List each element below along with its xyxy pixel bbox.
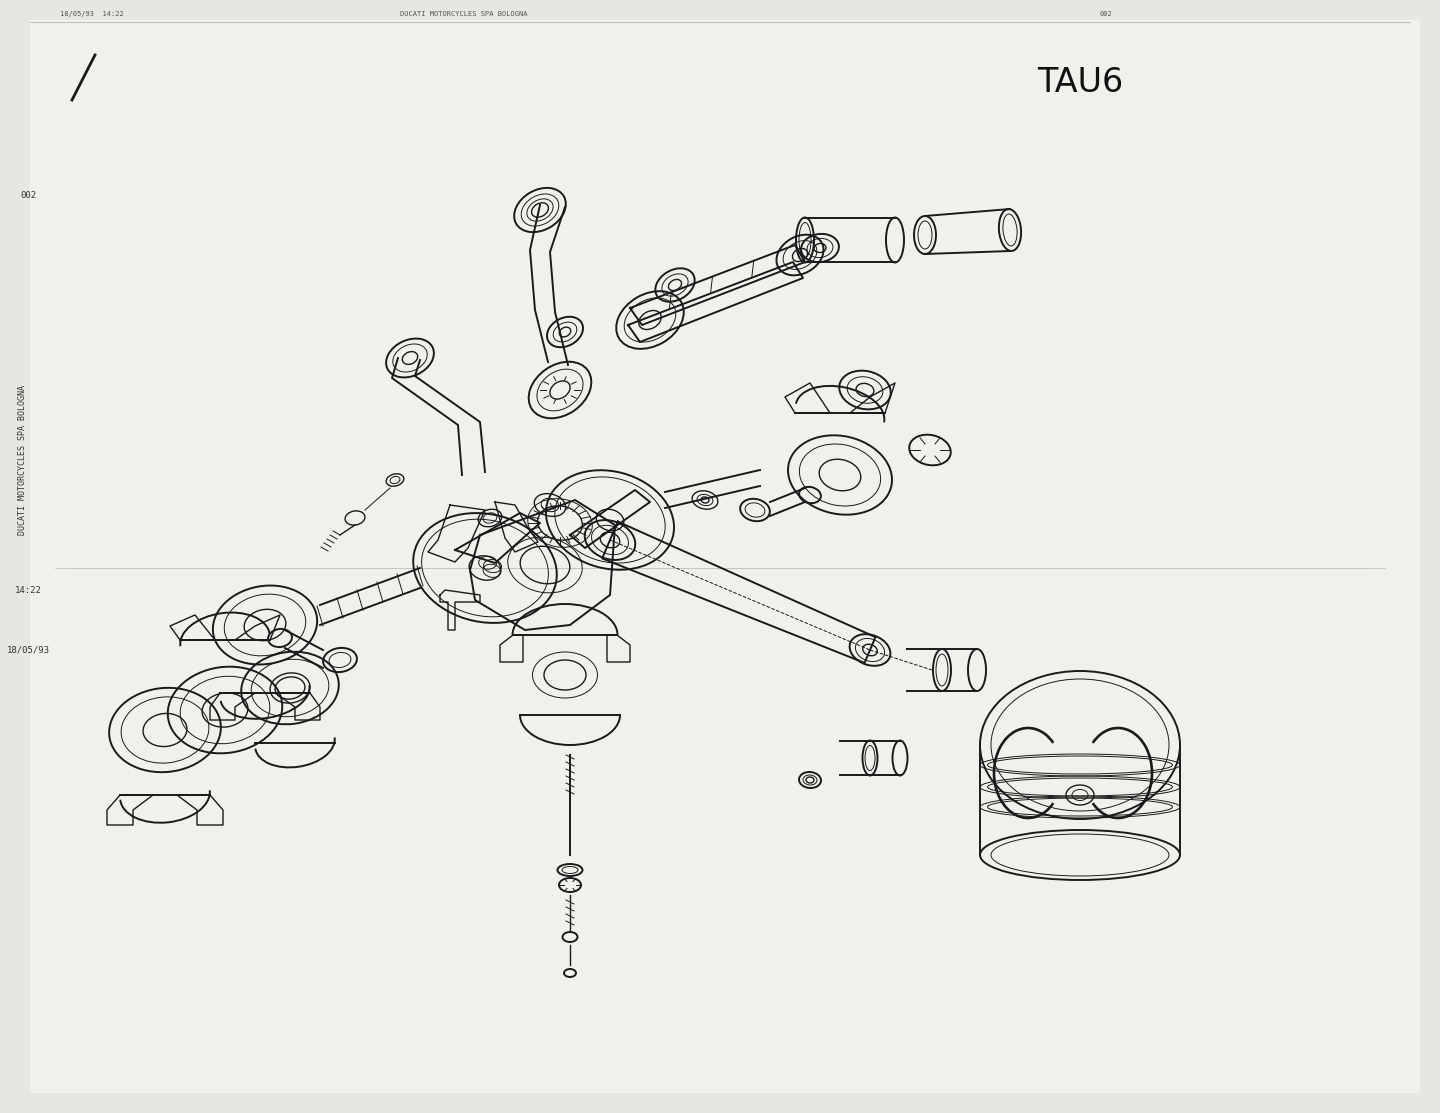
Text: DUCATI MOTORCYCLES SPA BOLOGNA: DUCATI MOTORCYCLES SPA BOLOGNA — [400, 11, 527, 17]
Text: 14:22: 14:22 — [14, 585, 42, 594]
Text: 002: 002 — [20, 190, 36, 199]
Text: DUCATI MOTORCYCLES SPA BOLOGNA: DUCATI MOTORCYCLES SPA BOLOGNA — [17, 385, 26, 535]
Text: 002: 002 — [1100, 11, 1113, 17]
Text: 18/05/93  14:22: 18/05/93 14:22 — [60, 11, 124, 17]
Text: TAU6: TAU6 — [1037, 66, 1123, 98]
Text: 18/05/93: 18/05/93 — [7, 646, 49, 654]
